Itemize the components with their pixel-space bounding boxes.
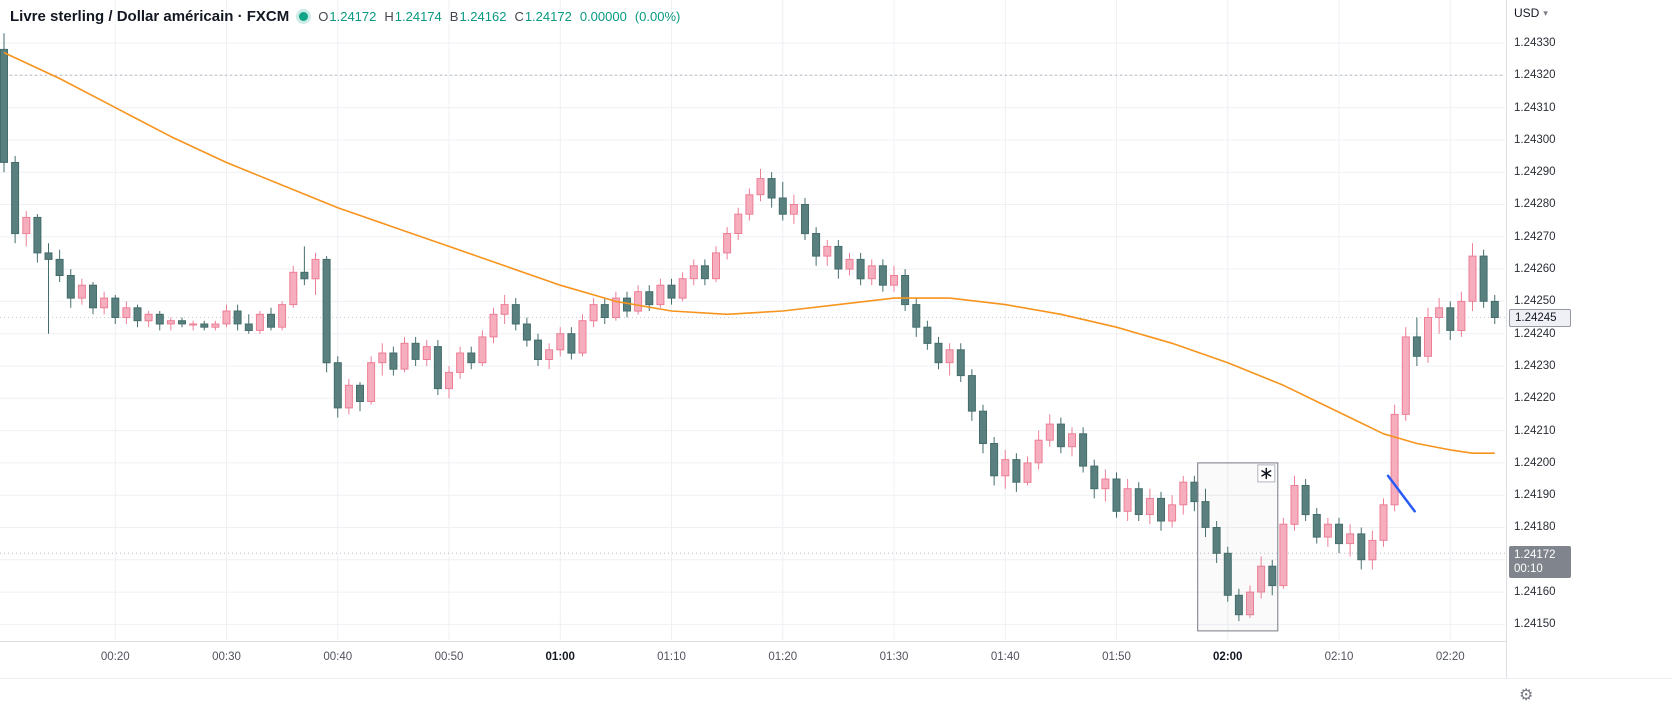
change-value: 0.00000 xyxy=(579,9,627,24)
time-tick: 01:50 xyxy=(1102,651,1131,663)
price-tick: 1.24290 xyxy=(1514,166,1556,179)
currency-selector[interactable]: USD ▾ xyxy=(1514,6,1548,20)
price-tick: 1.24190 xyxy=(1514,489,1556,502)
bottom-toolbar: ⚙ xyxy=(0,678,1672,714)
low-pair: B 1.24162 xyxy=(450,9,507,24)
time-axis[interactable]: 00:20 00:30 00:40 00:50 01:00 01:10 01:20 01:30… xyxy=(0,641,1672,679)
rectangle-drawing[interactable] xyxy=(1197,462,1279,632)
open-label: O xyxy=(318,9,329,24)
time-tick: 00:50 xyxy=(434,651,464,663)
time-tick: 02:20 xyxy=(1435,651,1465,663)
asterisk-icon xyxy=(1261,467,1272,480)
moving-average-line[interactable] xyxy=(3,51,1495,454)
close-value: 1.24172 xyxy=(524,9,572,24)
price-tick: 1.24280 xyxy=(1514,198,1556,211)
trendline-drawing[interactable] xyxy=(1386,474,1416,513)
time-tick: 02:00 xyxy=(1213,651,1243,663)
price-tick: 1.24210 xyxy=(1514,424,1556,437)
low-label: B xyxy=(449,9,459,24)
current-price: 1.24172 xyxy=(1514,549,1556,562)
price-tick: 1.24160 xyxy=(1514,586,1556,599)
countdown-timer: 00:10 xyxy=(1514,563,1543,576)
change-percent: (0.00%) xyxy=(634,9,681,24)
time-tick: 01:30 xyxy=(879,651,909,663)
gear-icon[interactable]: ⚙ xyxy=(1519,687,1534,704)
time-tick: 00:20 xyxy=(100,651,130,663)
time-tick: 02:10 xyxy=(1324,651,1354,663)
price-tick: 1.24300 xyxy=(1514,133,1556,146)
ohlc-values: O 1.24172 H 1.24174 B 1.24162 C 1.24172 0.00… xyxy=(318,9,680,24)
price-tick: 1.24200 xyxy=(1514,456,1556,469)
price-tick: 1.24150 xyxy=(1514,618,1556,631)
low-value: 1.24162 xyxy=(459,9,507,24)
chart-pane[interactable] xyxy=(0,0,1505,640)
price-axis[interactable]: USD ▾ 1.24330 1.24320 1.24310 1.24300 1.2429… xyxy=(1506,0,1672,678)
price-tick: 1.24330 xyxy=(1514,36,1556,49)
price-tick: 1.24240 xyxy=(1514,327,1556,340)
price-tick: 1.24220 xyxy=(1514,392,1556,405)
time-tick: 00:30 xyxy=(212,651,241,663)
open-pair: O 1.24172 xyxy=(318,9,376,24)
close-label: C xyxy=(514,9,524,24)
time-tick: 01:20 xyxy=(768,651,798,663)
symbol-title[interactable]: Livre sterling / Dollar américain · FXCM xyxy=(10,8,290,25)
price-tick: 1.24320 xyxy=(1514,69,1556,82)
price-tick: 1.24250 xyxy=(1514,295,1556,308)
market-status-icon xyxy=(299,12,309,21)
price-tick: 1.24270 xyxy=(1514,230,1556,243)
close-pair: C 1.24172 xyxy=(514,9,571,24)
time-tick: 01:00 xyxy=(545,651,575,663)
candlesticks[interactable] xyxy=(0,33,1499,622)
last-price-label: 1.24245 xyxy=(1509,308,1571,327)
open-value: 1.24172 xyxy=(329,9,377,24)
high-value: 1.24174 xyxy=(394,9,442,24)
price-tick: 1.24230 xyxy=(1514,359,1556,372)
currency-label: USD xyxy=(1514,6,1540,20)
time-tick: 01:10 xyxy=(657,651,686,663)
chevron-down-icon: ▾ xyxy=(1543,7,1548,18)
price-tick: 1.24310 xyxy=(1514,101,1556,114)
high-label: H xyxy=(384,9,394,24)
high-pair: H 1.24174 xyxy=(384,9,441,24)
time-tick: 01:40 xyxy=(990,651,1020,663)
current-price-countdown-label: 1.24172 00:10 xyxy=(1509,546,1571,579)
price-tick: 1.24180 xyxy=(1514,521,1556,534)
chart-header: Livre sterling / Dollar américain · FXCM… xyxy=(10,8,680,25)
time-tick: 00:40 xyxy=(323,651,353,663)
candlestick-chart[interactable] xyxy=(0,0,1505,640)
price-tick: 1.24260 xyxy=(1514,263,1556,276)
